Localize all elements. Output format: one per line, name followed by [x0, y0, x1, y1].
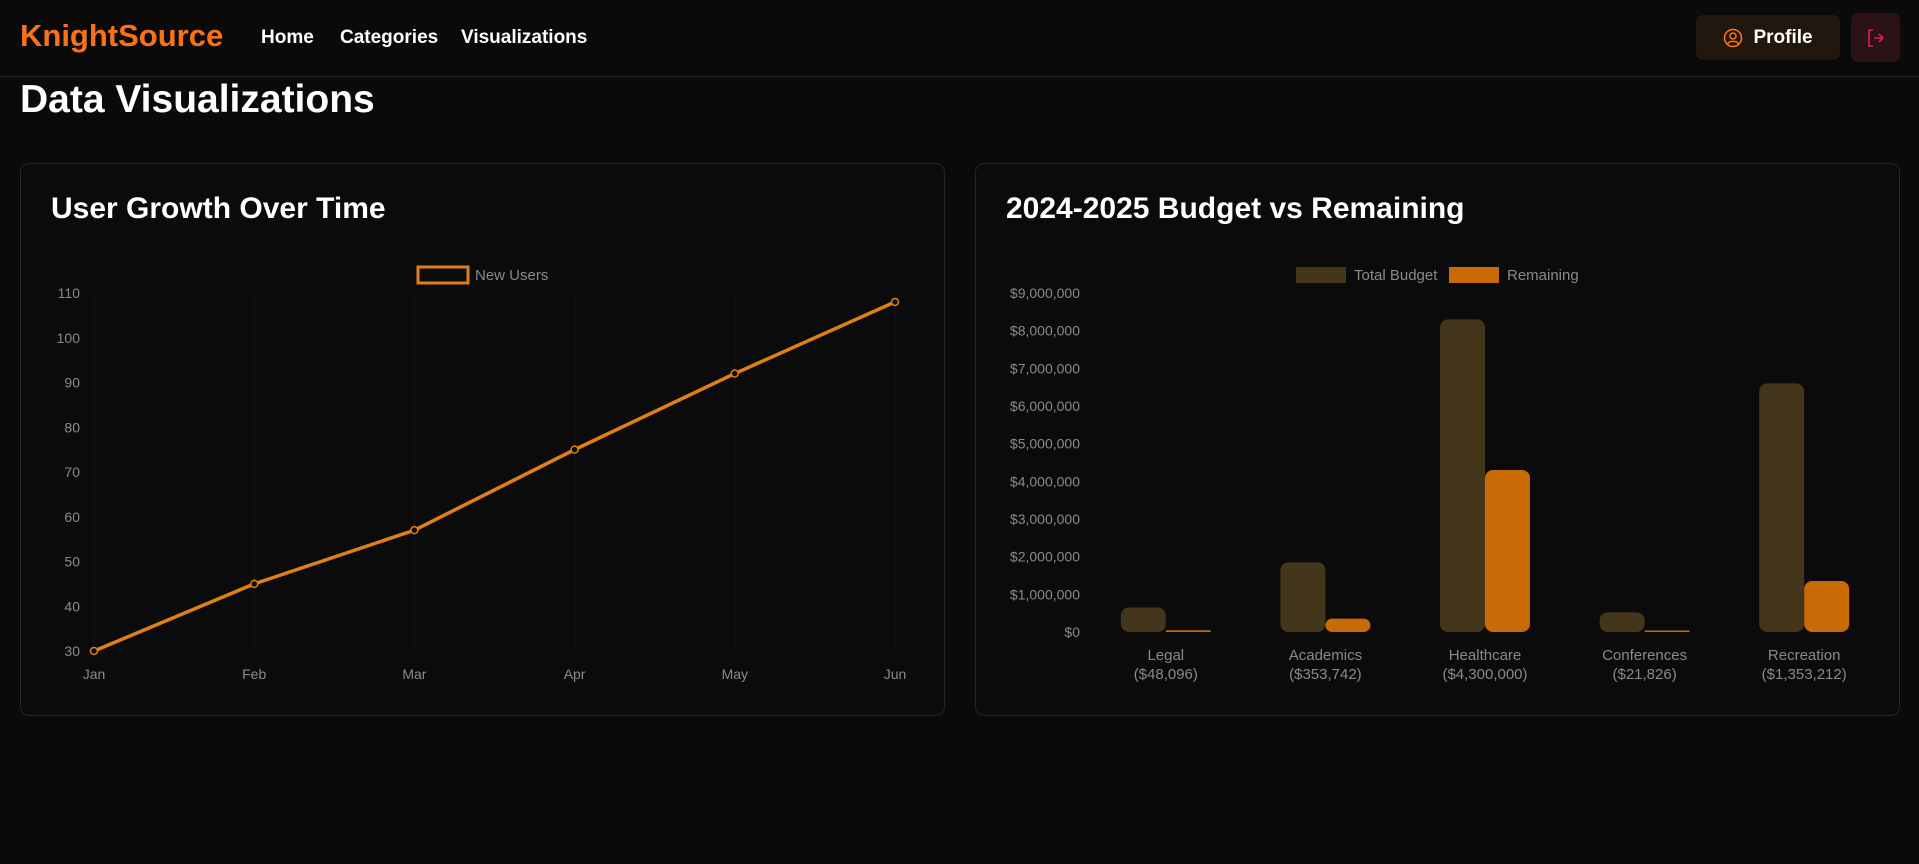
bar-remaining: [1165, 630, 1211, 632]
profile-label: Profile: [1753, 26, 1813, 48]
legend-label: Remaining: [1507, 267, 1579, 284]
nav-link-categories[interactable]: Categories: [340, 27, 439, 48]
y-tick-label: $6,000,000: [1010, 398, 1080, 414]
data-point: [89, 646, 99, 656]
budget-title: 2024-2025 Budget vs Remaining: [1006, 192, 1465, 225]
bar-remaining: [1325, 618, 1371, 632]
y-tick-label: $1,000,000: [1010, 586, 1080, 602]
data-point: [730, 369, 740, 378]
x-tick-label: Jan: [83, 666, 106, 682]
logout-icon: [1867, 28, 1884, 47]
x-tick-label: Apr: [564, 666, 586, 682]
bar-total-budget: [1120, 607, 1166, 632]
x-tick-sublabel: ($21,826): [1612, 666, 1676, 683]
legend-swatch: [416, 265, 470, 285]
nav-link-home[interactable]: Home: [261, 27, 314, 48]
y-tick-label: $8,000,000: [1010, 323, 1080, 339]
bar-total-budget: [1759, 383, 1805, 632]
series-line-new-users: [93, 300, 896, 653]
data-point: [890, 297, 900, 307]
page-title: Data Visualizations: [20, 78, 375, 121]
x-tick-label: Jun: [884, 666, 907, 682]
y-tick-label: 90: [64, 375, 80, 391]
y-tick-label: $3,000,000: [1010, 511, 1080, 527]
brand-logo[interactable]: KnightSource: [20, 18, 224, 53]
user-growth-title: User Growth Over Time: [51, 192, 386, 225]
y-tick-label: 100: [57, 330, 81, 346]
top-navbar: KnightSource Home Categories Visualizati…: [0, 0, 1919, 77]
y-tick-label: 70: [64, 464, 80, 480]
x-tick-label: Legal: [1147, 647, 1184, 664]
bar-remaining: [1804, 581, 1850, 632]
nav-link-visualizations[interactable]: Visualizations: [461, 27, 588, 48]
legend-swatch-remaining: [1449, 267, 1499, 283]
y-tick-label: 80: [64, 419, 80, 435]
bar-total-budget: [1280, 562, 1326, 632]
y-tick-label: $2,000,000: [1010, 549, 1080, 565]
bar-remaining: [1644, 630, 1690, 632]
y-tick-label: $5,000,000: [1010, 436, 1080, 452]
x-tick-label: Healthcare: [1449, 647, 1522, 664]
profile-button[interactable]: Profile: [1696, 15, 1840, 60]
y-tick-label: 30: [64, 643, 80, 659]
x-tick-sublabel: ($1,353,212): [1762, 666, 1847, 683]
y-tick-label: $4,000,000: [1010, 473, 1080, 489]
y-tick-label: 110: [58, 285, 81, 301]
user-growth-card: User Growth Over Time 110 100 90 80 70 60 50 40…: [20, 163, 945, 716]
legend-swatch-total-budget: [1296, 267, 1346, 283]
data-point: [570, 445, 579, 454]
x-tick-label: Mar: [402, 666, 426, 682]
y-tick-label: 40: [64, 598, 80, 614]
legend-label: Total Budget: [1354, 267, 1438, 284]
legend-label: New Users: [475, 267, 548, 284]
x-tick-label: May: [722, 666, 748, 682]
y-tick-label: $0: [1064, 624, 1080, 640]
x-tick-label: Conferences: [1602, 647, 1687, 664]
x-tick-sublabel: ($353,742): [1289, 666, 1362, 683]
budget-bar-chart: $9,000,000 $8,000,000 $7,000,000 $6,000,000…: [1010, 267, 1850, 683]
data-point: [249, 579, 259, 589]
y-tick-label: $7,000,000: [1010, 360, 1080, 376]
bar-total-budget: [1599, 612, 1645, 632]
bar-remaining: [1485, 470, 1530, 632]
x-tick-label: Recreation: [1768, 647, 1841, 664]
bar-total-budget: [1440, 319, 1485, 632]
logout-button[interactable]: [1851, 13, 1900, 62]
y-tick-label: 50: [64, 554, 80, 570]
user-circle-icon: [1724, 28, 1743, 47]
budget-card: 2024-2025 Budget vs Remaining $9,000,000…: [975, 163, 1900, 716]
y-tick-label: 60: [64, 509, 80, 525]
x-tick-sublabel: ($48,096): [1134, 666, 1198, 683]
x-tick-label: Academics: [1289, 647, 1362, 664]
y-tick-label: $9,000,000: [1010, 285, 1080, 301]
data-point: [410, 525, 419, 535]
x-tick-label: Feb: [242, 666, 266, 682]
x-tick-sublabel: ($4,300,000): [1442, 666, 1527, 683]
